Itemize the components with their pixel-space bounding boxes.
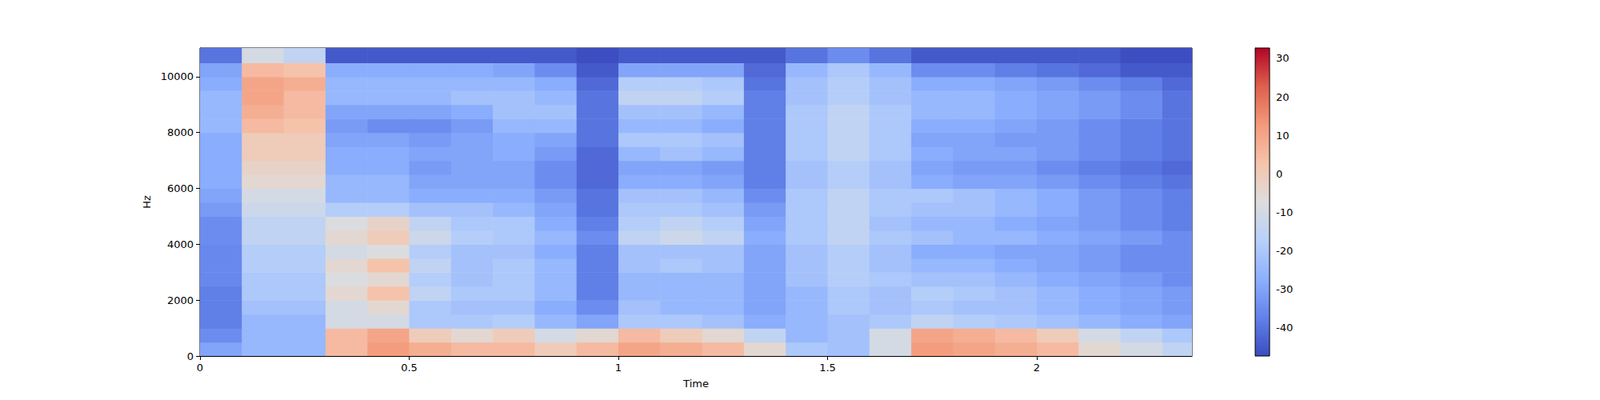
svg-text:8000: 8000	[167, 126, 194, 139]
svg-text:0: 0	[187, 350, 194, 363]
svg-text:1.5: 1.5	[819, 361, 836, 374]
svg-text:-10: -10	[1276, 206, 1293, 219]
svg-text:2: 2	[1033, 361, 1040, 374]
svg-text:0: 0	[1276, 168, 1283, 180]
svg-text:Hz: Hz	[140, 195, 153, 209]
svg-text:6000: 6000	[167, 182, 194, 195]
svg-text:Time: Time	[682, 377, 709, 390]
svg-text:20: 20	[1276, 91, 1290, 104]
svg-text:1: 1	[615, 361, 622, 374]
svg-text:0.5: 0.5	[400, 361, 418, 374]
svg-text:0: 0	[196, 361, 204, 374]
svg-text:4000: 4000	[167, 238, 194, 251]
svg-text:-30: -30	[1276, 283, 1293, 296]
svg-text:30: 30	[1276, 52, 1290, 64]
svg-text:2000: 2000	[167, 294, 194, 307]
svg-text:10000: 10000	[160, 70, 194, 83]
svg-text:-20: -20	[1276, 244, 1293, 257]
svg-text:-40: -40	[1276, 321, 1293, 334]
svg-text:10: 10	[1276, 129, 1290, 142]
